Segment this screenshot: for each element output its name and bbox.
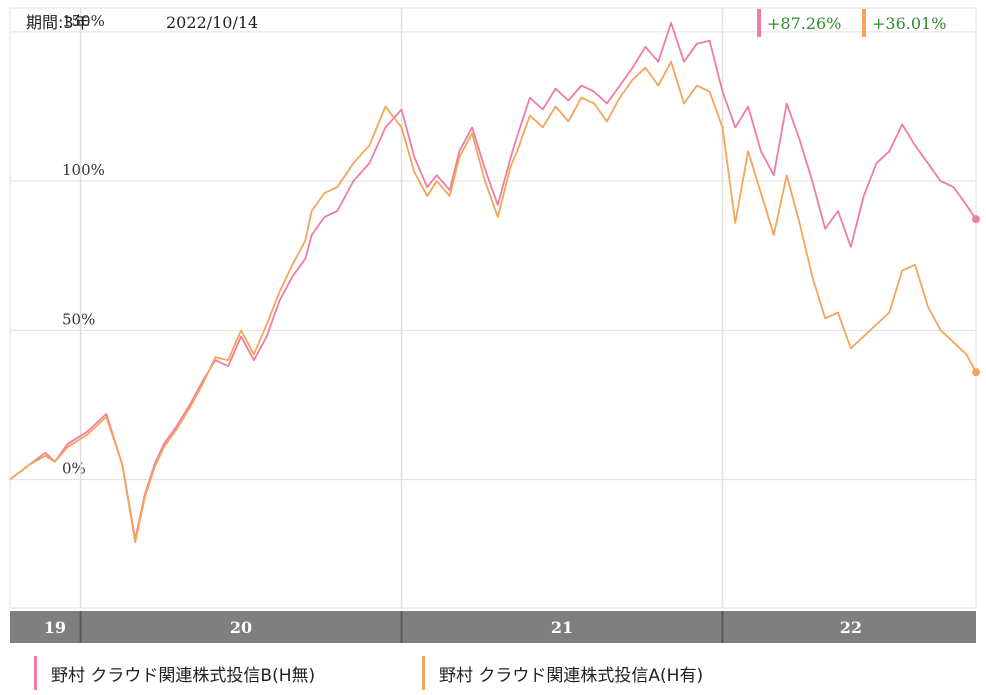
series-end-point-b bbox=[972, 215, 980, 223]
x-tick-label: 22 bbox=[840, 618, 862, 637]
badge-value: +36.01% bbox=[872, 14, 946, 33]
badge-bar bbox=[862, 9, 866, 37]
legend-label-series-a: 野村 クラウド関連株式投信A(H有) bbox=[439, 661, 703, 686]
y-tick-label: 50% bbox=[62, 310, 95, 328]
date-label: 2022/10/14 bbox=[166, 13, 258, 32]
x-tick-label: 19 bbox=[44, 618, 66, 637]
legend-label-series-b: 野村 クラウド関連株式投信B(H無) bbox=[51, 661, 315, 686]
badge-value: +87.26% bbox=[767, 14, 841, 33]
legend: 野村 クラウド関連株式投信B(H無) 野村 クラウド関連株式投信A(H有) bbox=[0, 650, 986, 690]
x-tick-label: 20 bbox=[230, 618, 252, 637]
x-axis-bar bbox=[10, 611, 976, 643]
x-tick-label: 21 bbox=[551, 618, 573, 637]
series-end-point-a bbox=[972, 368, 980, 376]
y-tick-label: 0% bbox=[62, 460, 86, 478]
plot-area bbox=[10, 8, 976, 608]
legend-swatch-series-b bbox=[34, 656, 37, 690]
legend-swatch-series-a bbox=[422, 656, 425, 690]
legend-item-series-a[interactable]: 野村 クラウド関連株式投信A(H有) bbox=[422, 656, 703, 690]
badge-bar bbox=[757, 9, 761, 37]
period-label: 期間:3年 bbox=[26, 13, 90, 32]
legend-item-series-b[interactable]: 野村 クラウド関連株式投信B(H無) bbox=[34, 656, 315, 690]
y-tick-label: 100% bbox=[62, 161, 105, 179]
